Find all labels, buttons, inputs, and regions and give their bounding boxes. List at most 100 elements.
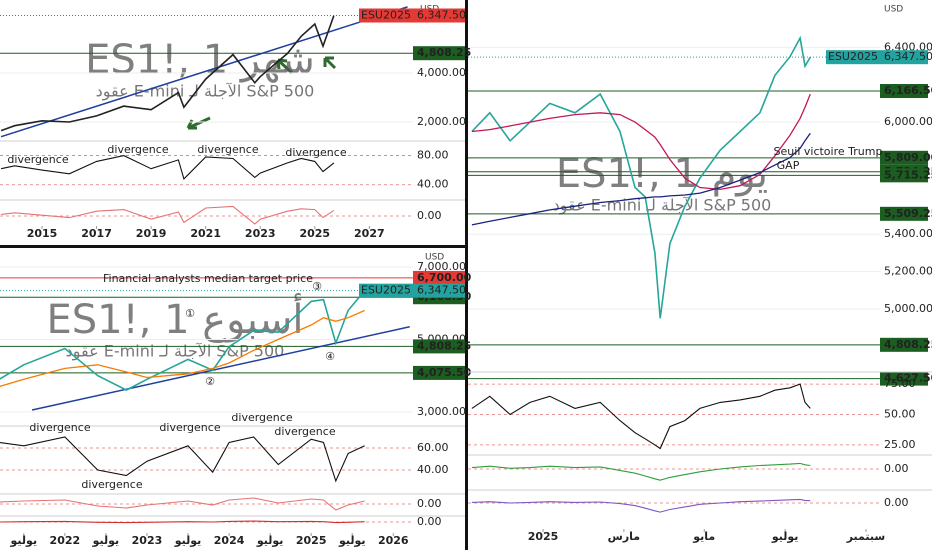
x-tick-label: يوليو — [771, 530, 799, 543]
x-tick-label: يوليو — [10, 534, 38, 547]
pane-tick-label: 0.00 — [884, 496, 909, 509]
level-tag — [880, 371, 928, 386]
annotation: ③ — [312, 280, 322, 293]
annotation: divergence — [231, 411, 292, 424]
indicator-line — [0, 436, 365, 483]
y-tick-label: 6,400.00 — [884, 40, 932, 53]
level-label: 5,809.00 — [884, 151, 932, 164]
annotation: ② — [205, 375, 215, 388]
level-label: 5,715.25 — [884, 168, 932, 181]
annotation: ④ — [325, 350, 335, 363]
x-tick-label: 2025 — [528, 530, 559, 543]
x-tick-label: مارس — [608, 530, 640, 543]
last-price-tag — [413, 8, 465, 23]
level-label: 6,700.00 — [417, 271, 472, 284]
pane-tick-label: 25.00 — [884, 438, 916, 451]
moving-average — [471, 132, 811, 226]
chart-title: ES1!, 1 يوم — [556, 151, 768, 197]
pane-tick-label: 80.00 — [417, 149, 449, 162]
last-price-name-tag — [359, 283, 413, 298]
price-line — [0, 290, 366, 391]
annotation: divergence — [29, 421, 90, 434]
level-tag — [880, 84, 928, 99]
pane-tick-label: 0.00 — [417, 209, 442, 222]
last-price-name: ESU2025 — [361, 284, 411, 297]
price-line — [471, 35, 811, 319]
x-tick-label: سبتمبر — [846, 530, 886, 543]
x-tick-label: يوليو — [92, 534, 120, 547]
x-tick-label: يوليو — [256, 534, 284, 547]
chart-subtitle: عقود E-mini الآجلة لـ S&P 500 — [96, 82, 315, 102]
last-price-label: 6,347.50 — [417, 8, 466, 21]
pane-tick-label: 75.00 — [884, 377, 916, 390]
moving-average — [471, 93, 811, 191]
last-price-name: ESU2025 — [828, 50, 878, 63]
level-label: 4,808.25 — [884, 338, 932, 351]
annotation: Seuil victoire Trump — [774, 145, 883, 158]
last-price-label: 6,347.50 — [884, 50, 932, 63]
annotation: GAP — [777, 159, 800, 172]
level-label: 4,808.25 — [417, 339, 471, 352]
x-tick-label: 2027 — [354, 227, 385, 240]
x-tick-label: يوليو — [174, 534, 202, 547]
level-tag — [413, 46, 465, 61]
arrow — [323, 56, 337, 70]
y-tick-label: 5,400.00 — [884, 227, 932, 240]
last-price-tag — [413, 283, 465, 298]
y-tick-label: 3,000.00 — [417, 405, 466, 418]
price-line — [0, 15, 335, 132]
level-tag — [880, 150, 928, 165]
level-label: 4,627.50 — [884, 372, 932, 385]
level-label: 5,509.25 — [884, 207, 932, 220]
y-tick-label: 2,000.00 — [417, 115, 466, 128]
y-tick-label: 5,000.00 — [884, 302, 932, 315]
indicator-line — [471, 462, 811, 481]
x-tick-label: 2025 — [296, 534, 327, 547]
chart-title: ES1!, 1 شهر — [85, 37, 315, 83]
pane-tick-label: 50.00 — [884, 408, 916, 421]
level-tag — [880, 206, 928, 221]
trendline — [0, 6, 408, 138]
annotation: divergence — [285, 146, 346, 159]
annotation: divergence — [81, 478, 142, 491]
last-price-name: ESU2025 — [361, 8, 411, 21]
y-tick-label: 4,000.00 — [417, 66, 466, 79]
pane-tick-label: 0.00 — [417, 515, 442, 528]
level-tag — [413, 365, 465, 380]
indicator-line — [0, 155, 335, 180]
indicator-line — [0, 520, 365, 524]
level-tag — [413, 270, 465, 285]
last-price-label: 6,347.50 — [417, 284, 466, 297]
level-label: 4,075.50 — [417, 366, 472, 379]
trendline — [31, 326, 410, 411]
level-tag — [880, 168, 928, 183]
annotation: ① — [185, 307, 195, 320]
pane-tick-label: 0.00 — [884, 462, 909, 475]
chart-subtitle: عقود E-mini الآجلة لـ S&P 500 — [553, 196, 772, 216]
last-price-name-tag — [826, 50, 880, 65]
indicator-line — [471, 498, 811, 513]
currency-label: USD — [884, 5, 903, 15]
annotation: divergence — [159, 421, 220, 434]
annotation: divergence — [197, 143, 258, 156]
last-price-tag — [880, 50, 928, 65]
x-tick-label: 2023 — [132, 534, 163, 547]
pane-tick-label: 40.00 — [417, 463, 449, 476]
pane-tick-label: 60.00 — [417, 441, 449, 454]
chart-title: ES1!, 1 أسبوع — [47, 293, 304, 343]
indicator-line — [471, 383, 811, 450]
x-tick-label: 2023 — [245, 227, 276, 240]
y-tick-label: 6,000.00 — [884, 115, 932, 128]
pane-tick-label: 0.00 — [417, 497, 442, 510]
level-tag — [880, 337, 928, 352]
x-tick-label: 2025 — [299, 227, 330, 240]
x-tick-label: 2024 — [214, 534, 245, 547]
level-tag — [413, 339, 465, 354]
annotation: divergence — [7, 153, 68, 166]
last-price-name-tag — [359, 8, 413, 23]
indicator-line — [0, 497, 365, 511]
moving-average — [0, 309, 365, 387]
